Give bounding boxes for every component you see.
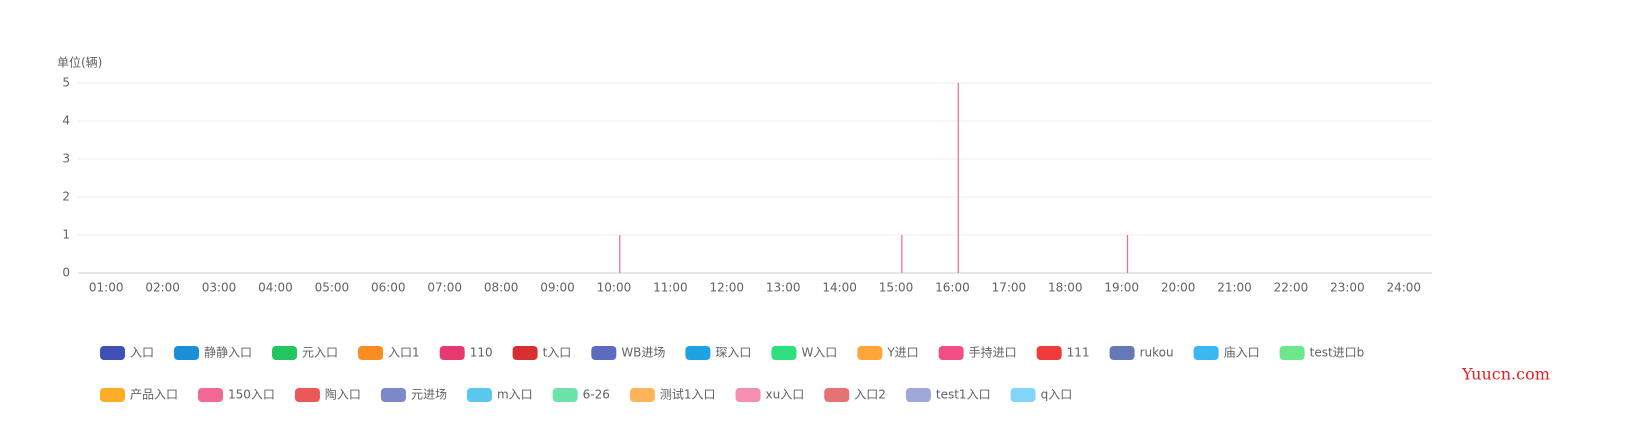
unit-label: 单位(辆) <box>57 55 102 70</box>
bar <box>901 235 903 273</box>
legend-label: 元入口 <box>302 346 338 360</box>
x-tick-label: 01:00 <box>89 281 124 295</box>
legend-swatch <box>1193 346 1219 360</box>
x-tick-label: 21:00 <box>1217 281 1252 295</box>
watermark: Yuucn.com <box>1461 365 1550 384</box>
legend-swatch <box>1010 388 1036 402</box>
legend-swatch <box>552 388 578 402</box>
legend-label: 元进场 <box>411 388 447 402</box>
legend-label: 6-26 <box>583 388 610 402</box>
legend-swatch <box>857 346 883 360</box>
x-tick-label: 16:00 <box>935 281 970 295</box>
legend-swatch <box>938 346 964 360</box>
legend-swatch <box>1279 346 1305 360</box>
x-tick-label: 05:00 <box>315 281 350 295</box>
legend-label: 入口 <box>130 346 154 360</box>
y-tick-label: 1 <box>62 228 70 242</box>
legend-swatch <box>685 346 711 360</box>
x-tick-label: 24:00 <box>1386 281 1421 295</box>
legend-swatch <box>1109 346 1135 360</box>
x-tick-label: 06:00 <box>371 281 406 295</box>
x-tick-label: 17:00 <box>992 281 1027 295</box>
legend-swatch <box>439 346 465 360</box>
y-tick-label: 3 <box>62 152 70 166</box>
x-tick-label: 20:00 <box>1161 281 1196 295</box>
legend-label: 庙入口 <box>1224 346 1260 360</box>
x-tick-label: 02:00 <box>145 281 180 295</box>
legend-swatch <box>1036 346 1062 360</box>
y-tick-label: 5 <box>62 76 70 90</box>
legend-swatch <box>198 388 224 402</box>
legend-swatch <box>905 388 931 402</box>
legend-label: 产品入口 <box>130 388 178 402</box>
legend-label: 手持进口 <box>969 345 1017 360</box>
legend-label: 静静入口 <box>204 346 252 360</box>
x-tick-label: 22:00 <box>1274 281 1309 295</box>
legend-label: test1入口 <box>936 388 991 402</box>
legend-swatch <box>466 388 492 402</box>
legend-label: rukou <box>1140 346 1174 360</box>
legend-swatch <box>629 388 655 402</box>
legend-label: 入口2 <box>854 388 886 402</box>
x-tick-label: 10:00 <box>597 281 632 295</box>
x-tick-label: 14:00 <box>822 281 857 295</box>
x-tick-label: 11:00 <box>653 281 688 295</box>
x-tick-label: 07:00 <box>427 281 462 295</box>
legend-swatch <box>591 346 617 360</box>
x-tick-label: 04:00 <box>258 281 293 295</box>
y-tick-label: 4 <box>62 114 70 128</box>
legend-label: 150入口 <box>228 388 275 402</box>
bar <box>1126 235 1129 273</box>
bar <box>957 83 959 273</box>
x-tick-label: 15:00 <box>879 281 914 295</box>
legend-label: test进口b <box>1310 346 1365 360</box>
x-tick-label: 08:00 <box>484 281 519 295</box>
legend-swatch <box>174 346 200 360</box>
legend-label: 110 <box>470 346 493 360</box>
legend-label: 入口1 <box>388 346 420 360</box>
x-tick-label: 18:00 <box>1048 281 1083 295</box>
legend-label: 测试1入口 <box>660 387 716 402</box>
legend-label: q入口 <box>1041 388 1073 402</box>
legend-swatch <box>100 346 125 360</box>
legend-swatch <box>294 388 320 402</box>
y-tick-label: 0 <box>62 266 70 280</box>
x-tick-label: 13:00 <box>766 281 801 295</box>
legend-label: 琛入口 <box>715 346 751 360</box>
x-tick-label: 12:00 <box>709 281 744 295</box>
legend-label: xu入口 <box>766 388 805 402</box>
y-tick-label: 2 <box>62 190 70 204</box>
legend-label: Y进口 <box>886 346 918 360</box>
legend-swatch <box>358 346 384 360</box>
legend-swatch <box>380 388 406 402</box>
x-tick-label: 03:00 <box>202 281 237 295</box>
legend-swatch <box>512 346 538 360</box>
legend-label: m入口 <box>497 388 533 402</box>
bar <box>619 235 621 273</box>
legend-swatch <box>272 346 298 360</box>
legend-swatch <box>100 388 125 402</box>
legend-label: W入口 <box>801 346 837 360</box>
legend-swatch <box>735 388 761 402</box>
legend-label: t入口 <box>543 346 572 360</box>
legend-swatch <box>824 388 850 402</box>
x-tick-label: 19:00 <box>1104 281 1139 295</box>
legend-swatch <box>771 346 797 360</box>
legend-label: 陶入口 <box>325 387 361 402</box>
legend-label: 111 <box>1067 346 1090 360</box>
x-tick-label: 23:00 <box>1330 281 1365 295</box>
x-tick-label: 09:00 <box>540 281 575 295</box>
legend-label: WB进场 <box>621 346 665 360</box>
